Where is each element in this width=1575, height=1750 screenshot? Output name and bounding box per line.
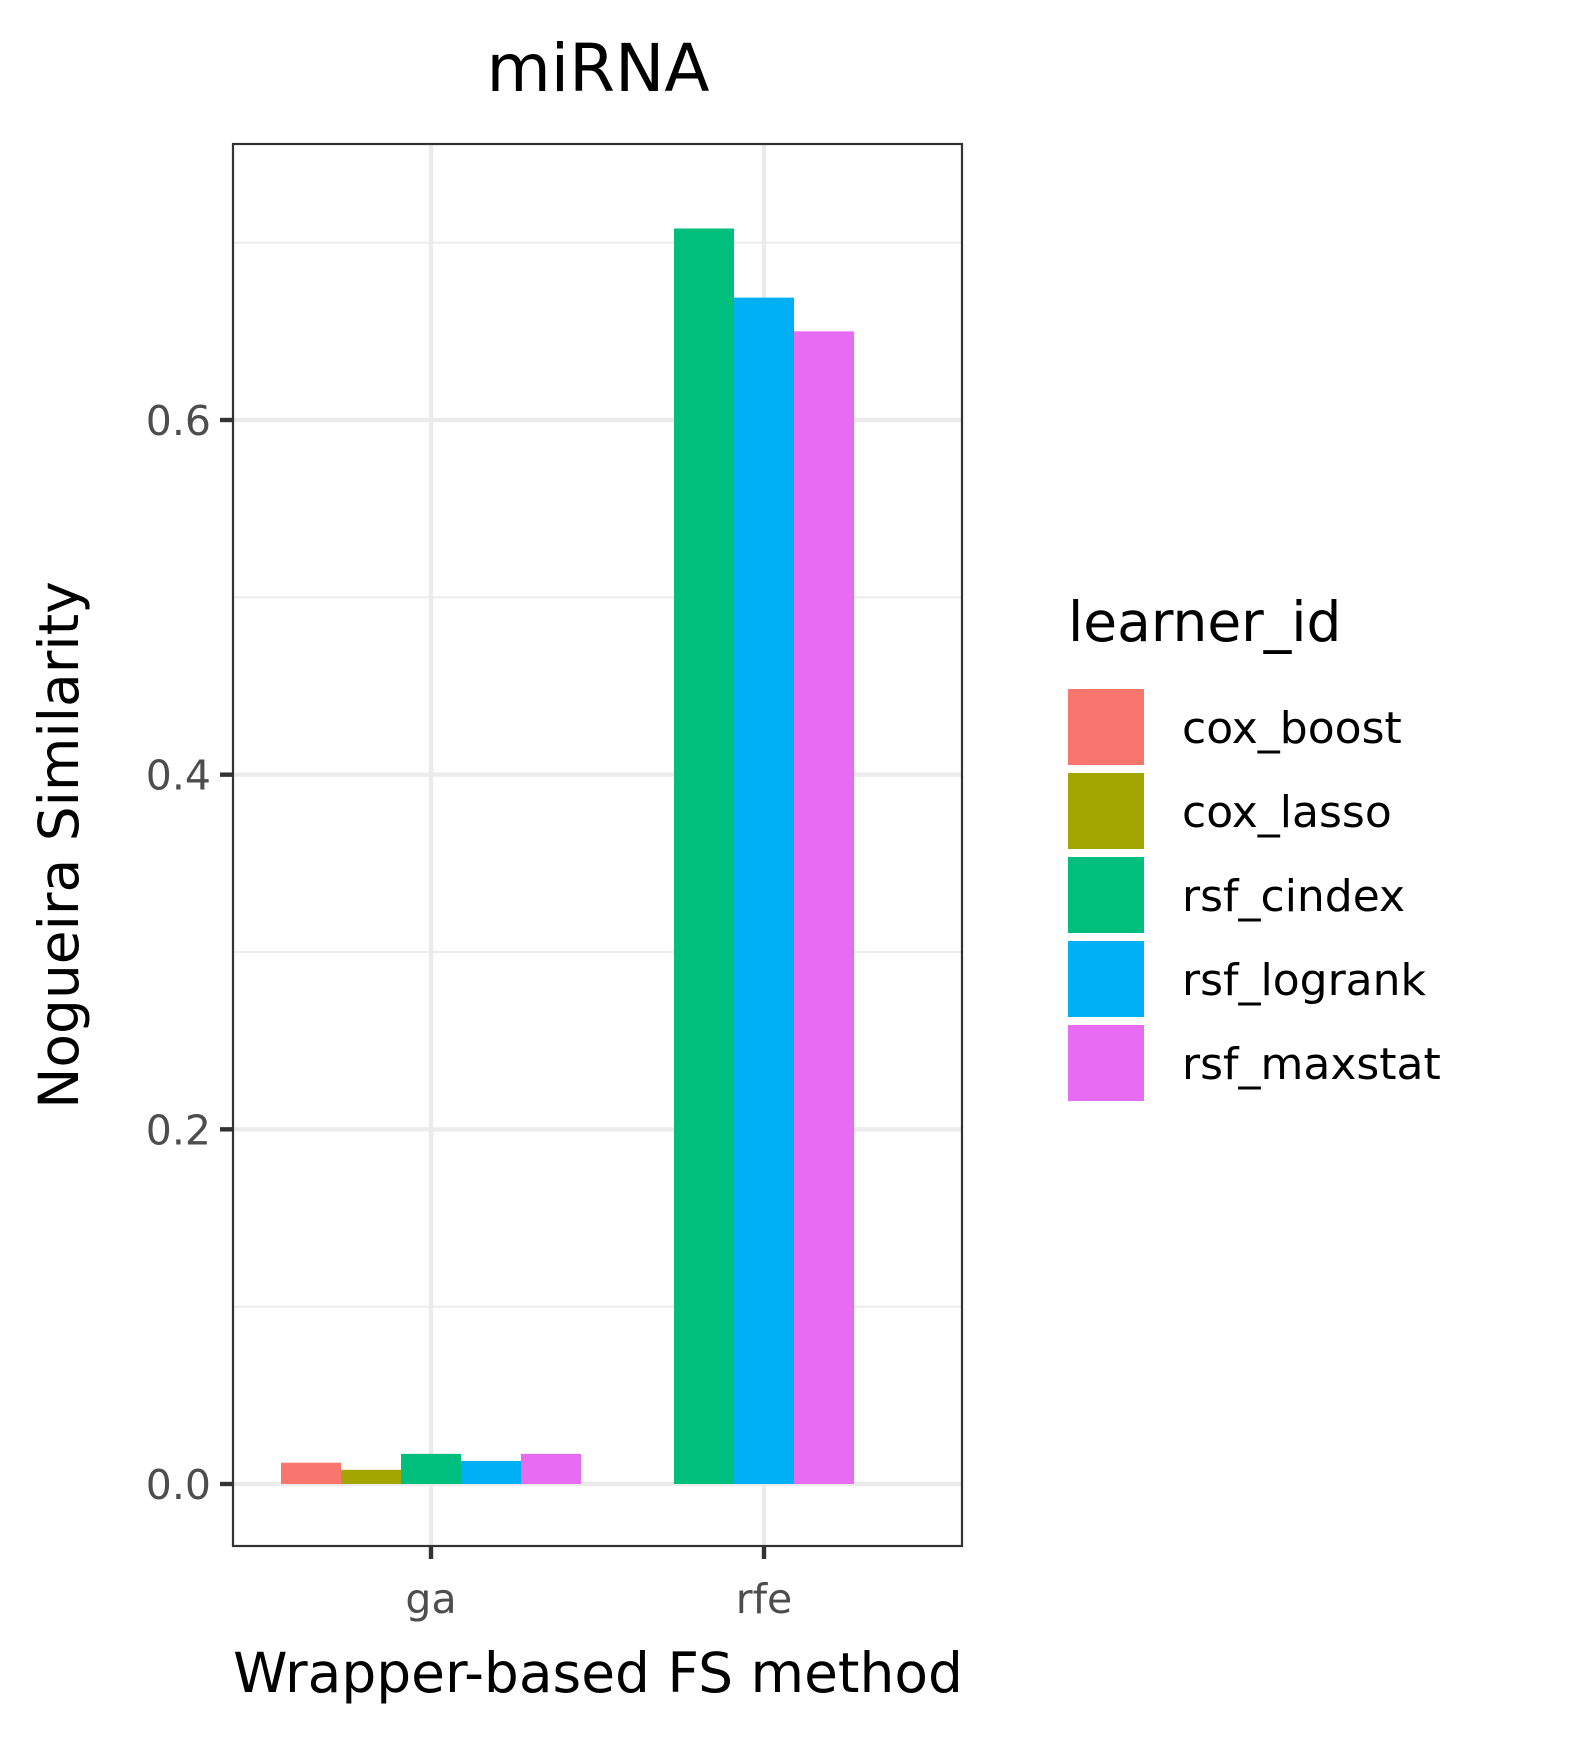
y-axis-title: Nogueira Similarity xyxy=(27,581,91,1109)
y-axis: 0.0 0.2 0.4 0.6 xyxy=(146,397,233,1509)
x-tick-label: ga xyxy=(405,1575,456,1623)
bar-rfe-rsf_maxstat xyxy=(794,331,854,1484)
legend-label-rsf_cindex: rsf_cindex xyxy=(1182,871,1405,922)
legend: learner_id cox_boost cox_lasso rsf_cindexr… xyxy=(1068,590,1441,1101)
panel-border xyxy=(231,142,964,1548)
bar-ga-rsf_logrank xyxy=(461,1460,521,1484)
bar-ga-cox_lasso xyxy=(341,1469,401,1484)
y-tick-label: 0.4 xyxy=(146,752,211,800)
bar-ga-rsf_maxstat xyxy=(521,1453,581,1484)
legend-key-cox_lasso xyxy=(1068,773,1144,849)
legend-key-rsf_maxstat xyxy=(1068,1025,1144,1101)
y-tick-label: 0.2 xyxy=(146,1106,211,1154)
bar-ga-cox_boost xyxy=(281,1462,341,1484)
bar-rfe-rsf_cindex xyxy=(674,228,734,1485)
y-tick-label: 0.0 xyxy=(146,1461,211,1509)
bars xyxy=(281,228,854,1485)
legend-label-rsf_logrank: rsf_logrank xyxy=(1182,955,1427,1006)
bar-ga-rsf_cindex xyxy=(401,1453,461,1484)
legend-key-rsf_logrank xyxy=(1068,941,1144,1017)
legend-title: learner_id xyxy=(1068,590,1341,654)
legend-label-rsf_maxstat: rsf_maxstat xyxy=(1182,1039,1441,1090)
x-tick-label: rfe xyxy=(736,1575,793,1623)
legend-label-cox_boost: cox_boost xyxy=(1182,703,1402,754)
x-axis: ga rfe xyxy=(405,1546,792,1623)
x-axis-title: Wrapper-based FS method xyxy=(233,1641,963,1705)
legend-key-rsf_cindex xyxy=(1068,857,1144,933)
y-tick-label: 0.6 xyxy=(146,397,211,445)
bar-rfe-rsf_logrank xyxy=(734,297,794,1484)
legend-label-cox_lasso: cox_lasso xyxy=(1182,787,1392,838)
legend-key-cox_boost xyxy=(1068,689,1144,765)
chart-title: miRNA xyxy=(486,30,709,107)
